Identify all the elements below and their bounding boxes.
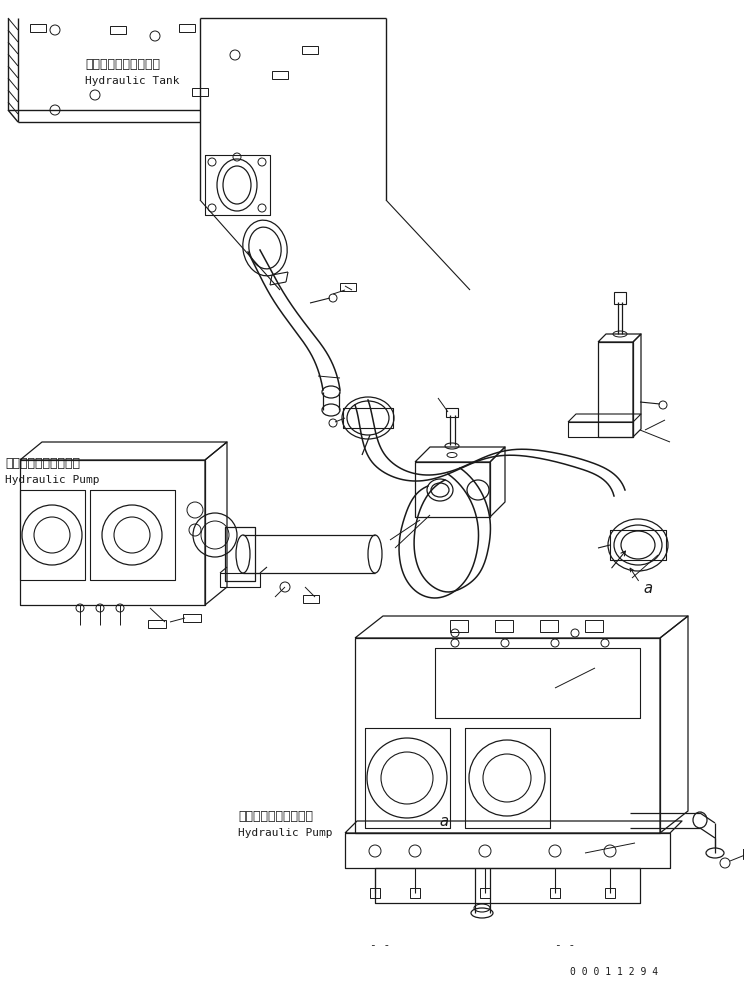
Bar bbox=[550, 888, 560, 898]
Bar bbox=[410, 888, 420, 898]
Bar bbox=[192, 88, 208, 96]
Bar bbox=[302, 46, 318, 54]
Text: Hydraulic Pump: Hydraulic Pump bbox=[5, 475, 100, 485]
Text: Hydraulic Tank: Hydraulic Tank bbox=[85, 76, 179, 86]
Bar bbox=[585, 620, 603, 632]
Bar bbox=[179, 24, 195, 32]
Bar bbox=[540, 620, 558, 632]
Text: Hydraulic Pump: Hydraulic Pump bbox=[238, 828, 333, 838]
Text: 0 0 0 1 1 2 9 4: 0 0 0 1 1 2 9 4 bbox=[570, 967, 658, 977]
Bar bbox=[614, 292, 626, 304]
Bar bbox=[605, 888, 615, 898]
Bar bbox=[148, 620, 166, 628]
Bar bbox=[110, 26, 126, 34]
Bar bbox=[370, 888, 380, 898]
Text: - -: - - bbox=[370, 940, 391, 950]
Bar bbox=[303, 595, 319, 603]
Text: ハイドロリックタンク: ハイドロリックタンク bbox=[85, 58, 160, 71]
Bar bbox=[272, 71, 288, 79]
Text: a: a bbox=[643, 581, 652, 596]
Bar bbox=[450, 620, 468, 632]
Text: a: a bbox=[439, 814, 448, 829]
Bar bbox=[480, 888, 490, 898]
Bar bbox=[183, 614, 201, 622]
Bar bbox=[340, 283, 356, 291]
Bar bbox=[743, 849, 744, 859]
Text: - -: - - bbox=[555, 940, 575, 950]
Text: ハイドロリックボンプ: ハイドロリックボンプ bbox=[5, 457, 80, 470]
Bar bbox=[446, 408, 458, 417]
Text: ハイドロリックボンプ: ハイドロリックボンプ bbox=[238, 810, 313, 823]
Bar bbox=[495, 620, 513, 632]
Bar bbox=[30, 24, 46, 32]
